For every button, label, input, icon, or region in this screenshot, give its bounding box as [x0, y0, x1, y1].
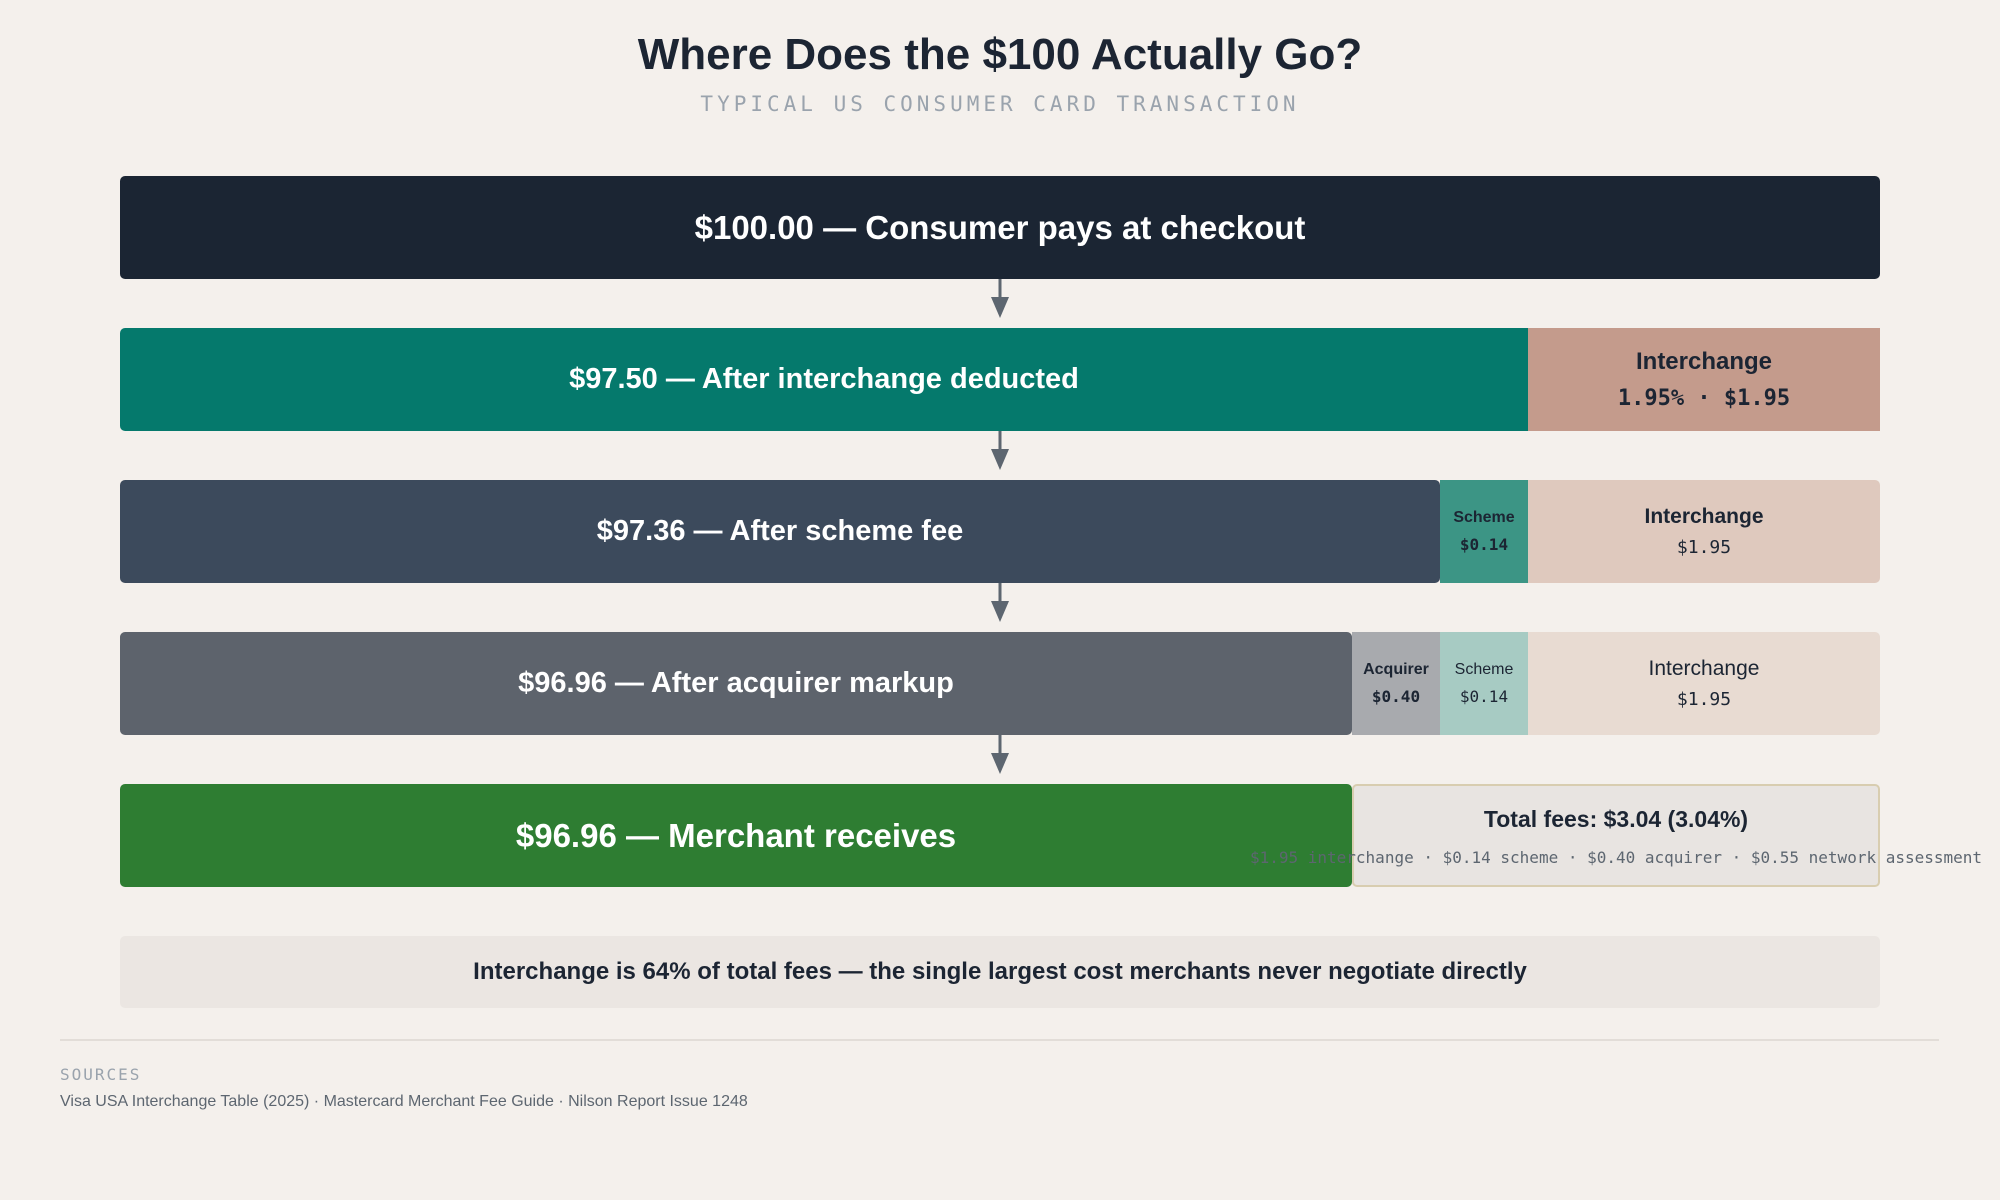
total-title: Total fees: $3.04 (3.04%) — [1483, 806, 1749, 832]
fee-block: Interchange $1.95 — [1528, 632, 1880, 735]
fee-amount: 1.95% · $1.95 — [1617, 386, 1791, 411]
flow-bar: $96.96 — After acquirer markup — [120, 632, 1352, 735]
fee-name: Scheme — [1453, 509, 1515, 526]
fee-block: Scheme $0.14 — [1440, 480, 1528, 583]
fee-amount: $0.14 — [1459, 535, 1509, 554]
bar-label: $97.36 — After scheme fee — [596, 515, 964, 547]
callout-text: Interchange is 64% of total fees — the s… — [473, 958, 1527, 985]
flow-bar: $96.96 — Merchant receives — [120, 784, 1352, 887]
fee-block: Interchange $1.95 — [1528, 480, 1880, 583]
title: Where Does the $100 Actually Go? — [637, 30, 1363, 79]
callout: Interchange is 64% of total fees — the s… — [120, 936, 1880, 1008]
fee-name: Scheme — [1454, 661, 1514, 678]
fee-name: Interchange — [1644, 505, 1764, 528]
total-breakdown: $1.95 interchange · $0.14 scheme · $0.40… — [1249, 848, 1983, 867]
fee-amount: $0.14 — [1459, 687, 1509, 706]
bar-label: $96.96 — After acquirer markup — [518, 667, 954, 699]
fee-block: Scheme $0.14 — [1440, 632, 1528, 735]
bar-label: $100.00 — Consumer pays at checkout — [694, 208, 1306, 246]
bar-label: $97.50 — After interchange deducted — [569, 363, 1079, 395]
fee-block: Interchange 1.95% · $1.95 — [1528, 328, 1880, 431]
fee-block: Acquirer $0.40 — [1352, 632, 1440, 735]
flow-bar: $97.50 — After interchange deducted — [120, 328, 1528, 431]
flow-bar: $100.00 — Consumer pays at checkout — [120, 176, 1880, 279]
fee-name: Interchange — [1635, 348, 1773, 375]
subtitle: TYPICAL US CONSUMER CARD TRANSACTION — [700, 92, 1300, 116]
fee-amount: $1.95 — [1676, 689, 1732, 710]
sources-text: Visa USA Interchange Table (2025) · Mast… — [60, 1093, 748, 1110]
fee-amount: $1.95 — [1676, 537, 1732, 558]
sources-heading: SOURCES — [60, 1065, 142, 1084]
fee-name: Interchange — [1648, 657, 1760, 680]
fee-name: Acquirer — [1363, 661, 1429, 678]
total-box — [1352, 784, 1880, 887]
bar-label: $96.96 — Merchant receives — [515, 816, 957, 854]
flow-bar: $97.36 — After scheme fee — [120, 480, 1440, 583]
fee-amount: $0.40 — [1371, 687, 1421, 706]
